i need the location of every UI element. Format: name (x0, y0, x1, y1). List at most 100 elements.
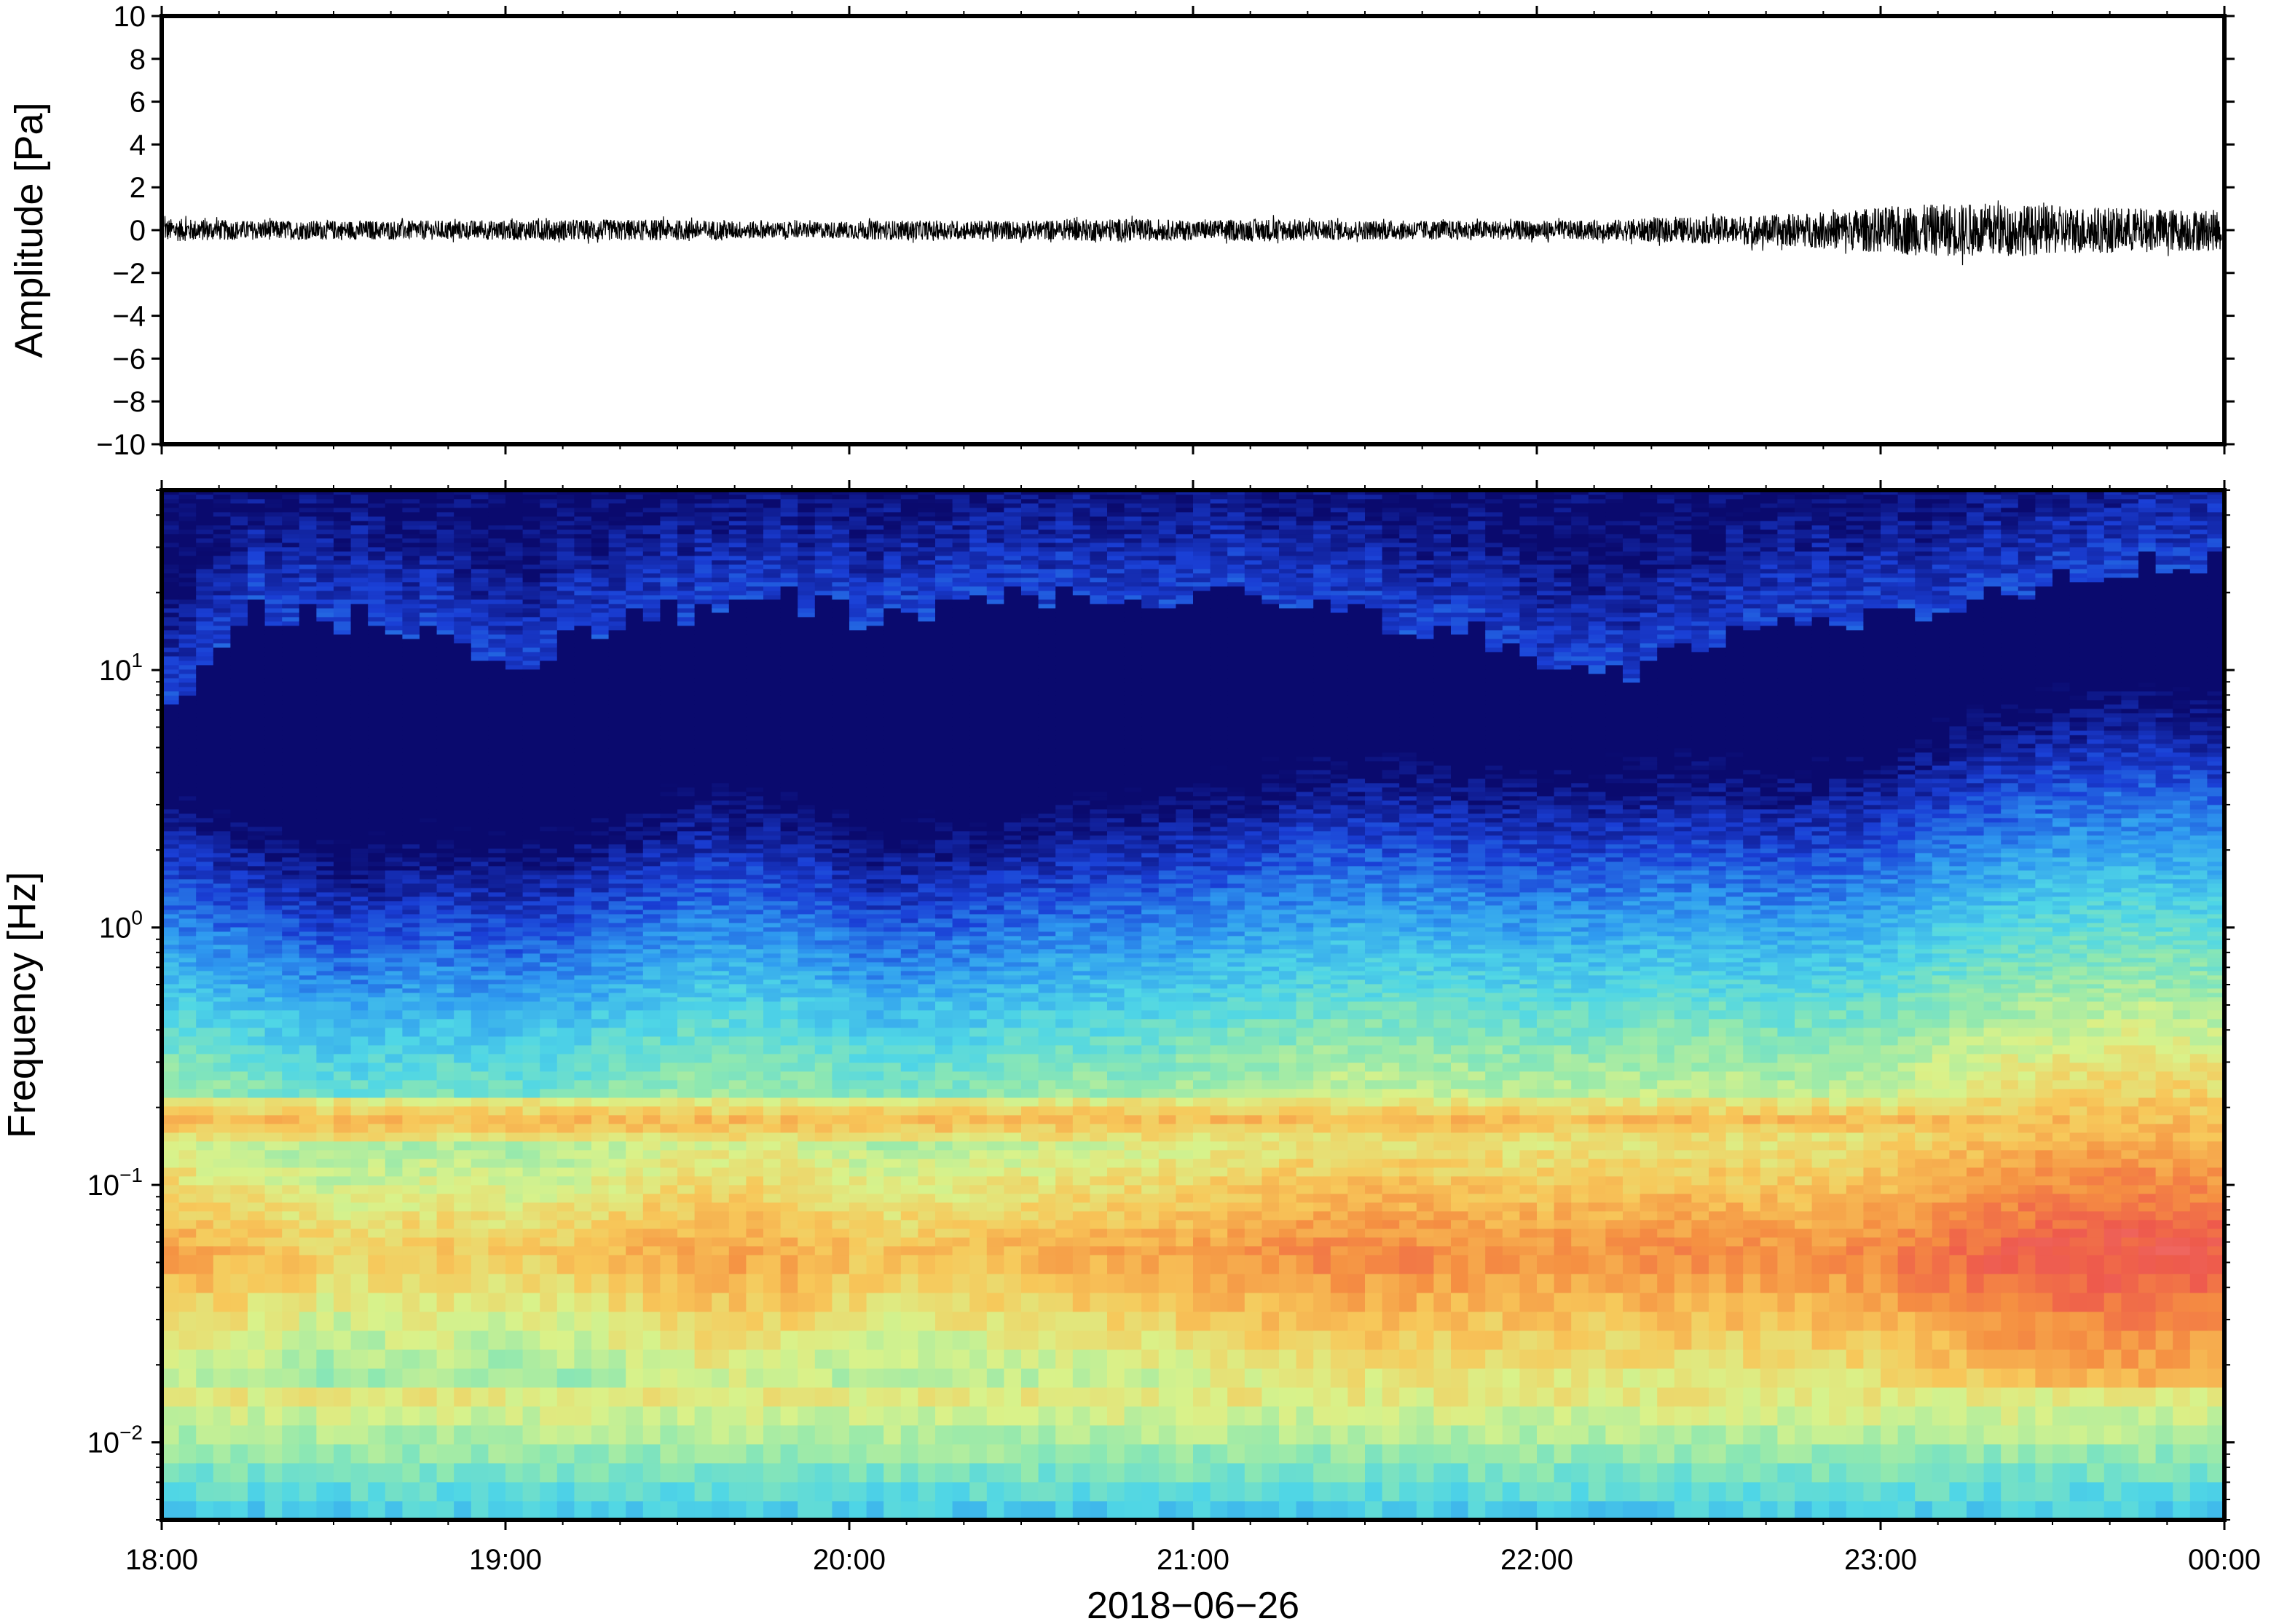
spectrogram-cell (213, 971, 231, 976)
spectrogram-cell (608, 757, 626, 762)
spectrogram-cell (540, 508, 558, 513)
wave-y-tick-label: 0 (130, 215, 146, 247)
spectrogram-cell (642, 621, 661, 626)
spectrogram-cell (178, 687, 197, 692)
spectrogram-cell (402, 739, 420, 744)
spectrogram-cell (660, 1115, 678, 1124)
spectrogram-cell (264, 853, 283, 858)
spectrogram-cell (196, 918, 214, 923)
spectrogram-cell (350, 1036, 369, 1046)
spectrogram-cell (264, 508, 283, 513)
spectrogram-cell (368, 735, 386, 740)
spectrogram-cell (162, 739, 180, 744)
spectrogram-cell (385, 1194, 403, 1203)
spectrogram-cell (420, 617, 438, 622)
spectrogram-cell (196, 857, 214, 862)
spectrogram-cell (574, 761, 592, 766)
spectrogram-cell (505, 534, 524, 539)
spectrogram-cell (642, 765, 661, 770)
spectrogram-cell (556, 1071, 575, 1081)
spectrogram-cell (540, 1274, 558, 1293)
spectrogram-cell (626, 840, 644, 845)
spectrogram-cell (196, 674, 214, 679)
spectrogram-cell (178, 573, 197, 578)
spectrogram-cell (385, 713, 403, 718)
spectrogram-cell (436, 525, 454, 530)
spectrogram-cell (178, 888, 197, 893)
spectrogram-cell (436, 979, 454, 985)
spectrogram-cell (591, 866, 610, 871)
spectrogram-cell (488, 569, 506, 574)
spectrogram-cell (660, 757, 678, 762)
spectrogram-cell (540, 1089, 558, 1098)
spectrogram-cell (591, 1045, 610, 1055)
spectrogram-cell (556, 783, 575, 788)
spectrogram-cell (334, 918, 352, 923)
spectrogram-cell (282, 1159, 300, 1168)
spectrogram-cell (368, 674, 386, 679)
spectrogram-cell (178, 499, 197, 504)
spectrogram-cell (556, 787, 575, 792)
spectrogram-cell (626, 525, 644, 530)
spectrogram-cell (488, 787, 506, 792)
spectrogram-cell (522, 1349, 540, 1369)
spectrogram-cell (556, 949, 575, 954)
spectrogram-cell (282, 547, 300, 552)
spectrogram-cell (316, 984, 334, 989)
spectrogram-cell (660, 971, 678, 976)
spectrogram-cell (471, 1097, 489, 1107)
spectrogram-cell (642, 931, 661, 937)
spectrogram-cell (248, 560, 266, 565)
spectrogram-cell (213, 573, 231, 578)
spectrogram-cell (264, 792, 283, 797)
spectrogram-cell (368, 591, 386, 596)
spectrogram-cell (420, 494, 438, 500)
spectrogram-cell (505, 695, 524, 701)
spectrogram-cell (642, 1482, 661, 1502)
spectrogram-cell (196, 621, 214, 626)
spectrogram-cell (522, 1124, 540, 1133)
spectrogram-cell (540, 617, 558, 622)
spectrogram-cell (178, 940, 197, 945)
spectrogram-cell (522, 713, 540, 718)
spectrogram-cell (454, 726, 472, 731)
spectrogram-cell (677, 883, 696, 888)
spectrogram-cell (522, 835, 540, 840)
spectrogram-cell (436, 857, 454, 862)
spectrogram-cell (162, 827, 180, 832)
spectrogram-cell (436, 1176, 454, 1186)
spectrogram-cell (591, 547, 610, 552)
spectrogram-cell (660, 538, 678, 543)
spectrogram-cell (660, 612, 678, 618)
spectrogram-cell (471, 892, 489, 897)
spectrogram-cell (299, 634, 317, 639)
spectrogram-cell (642, 1349, 661, 1369)
spectrogram-cell (213, 661, 231, 666)
spectrogram-cell (556, 1019, 575, 1028)
spectrogram-cell (488, 669, 506, 674)
spectrogram-cell (196, 599, 214, 604)
spectrogram-cell (350, 551, 369, 556)
spectrogram-cell (213, 643, 231, 648)
spectrogram-cell (436, 848, 454, 854)
spectrogram-cell (213, 1406, 231, 1426)
spectrogram-cell (471, 713, 489, 718)
spectrogram-cell (471, 626, 489, 631)
spectrogram-cell (299, 796, 317, 801)
spectrogram-cell (282, 525, 300, 530)
spectrogram-cell (350, 787, 369, 792)
spectrogram-cell (385, 503, 403, 508)
spectrogram-cell (642, 1463, 661, 1483)
spectrogram-cell (574, 744, 592, 749)
spectrogram-cell (505, 1028, 524, 1037)
spectrogram-cell (556, 578, 575, 583)
spectrogram-cell (368, 1211, 386, 1221)
spectrogram-cell (264, 604, 283, 609)
spectrogram-cell (505, 494, 524, 500)
spectrogram-cell (282, 809, 300, 814)
spectrogram-cell (213, 1211, 231, 1221)
spectrogram-cell (282, 1106, 300, 1116)
spectrogram-cell (230, 709, 248, 714)
spectrogram-cell (540, 931, 558, 937)
spectrogram-cell (162, 844, 180, 849)
